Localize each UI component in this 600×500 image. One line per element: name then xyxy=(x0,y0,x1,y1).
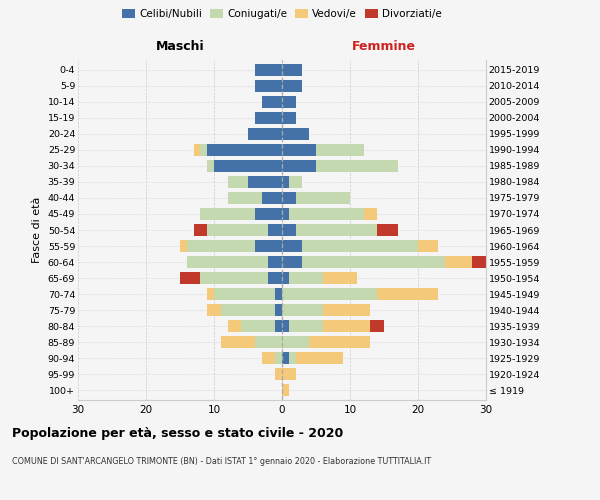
Bar xyxy=(207,288,214,300)
Bar xyxy=(309,336,370,348)
Bar xyxy=(282,144,316,156)
Bar xyxy=(194,224,207,236)
Bar xyxy=(282,192,296,204)
Bar xyxy=(282,384,289,396)
Bar xyxy=(282,96,296,108)
Bar xyxy=(282,160,316,172)
Bar xyxy=(282,352,289,364)
Bar xyxy=(282,224,296,236)
Bar xyxy=(207,304,221,316)
Text: COMUNE DI SANT'ARCANGELO TRIMONTE (BN) - Dati ISTAT 1° gennaio 2020 - Elaborazio: COMUNE DI SANT'ARCANGELO TRIMONTE (BN) -… xyxy=(12,458,431,466)
Bar xyxy=(248,176,282,188)
Bar xyxy=(255,64,282,76)
Bar xyxy=(377,224,398,236)
Bar xyxy=(275,304,282,316)
Bar xyxy=(289,320,323,332)
Bar xyxy=(282,304,323,316)
Bar xyxy=(227,320,241,332)
Bar xyxy=(180,240,187,252)
Bar xyxy=(316,160,398,172)
Bar xyxy=(282,336,309,348)
Bar xyxy=(214,288,275,300)
Text: Femmine: Femmine xyxy=(352,40,416,52)
Bar xyxy=(296,352,343,364)
Bar xyxy=(323,320,370,332)
Bar xyxy=(289,272,323,284)
Bar xyxy=(289,176,302,188)
Bar xyxy=(323,272,357,284)
Bar xyxy=(370,320,384,332)
Bar xyxy=(248,128,282,140)
Bar xyxy=(207,144,282,156)
Bar xyxy=(282,208,289,220)
Bar xyxy=(282,80,302,92)
Bar xyxy=(221,336,255,348)
Bar xyxy=(275,288,282,300)
Bar xyxy=(275,368,282,380)
Y-axis label: Fasce di età: Fasce di età xyxy=(32,197,42,263)
Bar xyxy=(268,224,282,236)
Bar xyxy=(302,240,418,252)
Bar xyxy=(255,80,282,92)
Bar xyxy=(262,192,282,204)
Bar xyxy=(255,112,282,124)
Bar xyxy=(200,208,255,220)
Text: Maschi: Maschi xyxy=(155,40,205,52)
Bar xyxy=(472,256,486,268)
Bar xyxy=(255,336,282,348)
Bar xyxy=(221,304,275,316)
Bar xyxy=(282,272,289,284)
Text: Popolazione per età, sesso e stato civile - 2020: Popolazione per età, sesso e stato civil… xyxy=(12,428,343,440)
Bar xyxy=(282,240,302,252)
Legend: Celibi/Nubili, Coniugati/e, Vedovi/e, Divorziati/e: Celibi/Nubili, Coniugati/e, Vedovi/e, Di… xyxy=(118,5,446,24)
Bar xyxy=(282,112,296,124)
Bar xyxy=(194,144,200,156)
Bar xyxy=(377,288,439,300)
Bar xyxy=(323,304,370,316)
Bar xyxy=(207,224,268,236)
Bar xyxy=(282,176,289,188)
Bar xyxy=(282,128,309,140)
Bar xyxy=(282,64,302,76)
Bar xyxy=(255,240,282,252)
Bar xyxy=(187,240,255,252)
Bar xyxy=(262,96,282,108)
Bar xyxy=(275,320,282,332)
Bar xyxy=(268,256,282,268)
Bar xyxy=(302,256,445,268)
Bar xyxy=(227,176,248,188)
Bar xyxy=(255,208,282,220)
Bar xyxy=(289,352,296,364)
Bar xyxy=(282,288,377,300)
Bar xyxy=(418,240,439,252)
Bar xyxy=(364,208,377,220)
Bar xyxy=(275,352,282,364)
Bar xyxy=(282,320,289,332)
Bar xyxy=(200,272,268,284)
Bar xyxy=(214,160,282,172)
Bar xyxy=(289,208,364,220)
Bar xyxy=(296,224,377,236)
Bar xyxy=(445,256,472,268)
Bar xyxy=(282,368,296,380)
Bar xyxy=(180,272,200,284)
Bar xyxy=(207,160,214,172)
Bar xyxy=(241,320,275,332)
Bar xyxy=(227,192,262,204)
Bar xyxy=(296,192,350,204)
Bar xyxy=(187,256,268,268)
Bar xyxy=(262,352,275,364)
Bar xyxy=(200,144,207,156)
Bar xyxy=(316,144,364,156)
Bar xyxy=(282,256,302,268)
Bar xyxy=(268,272,282,284)
